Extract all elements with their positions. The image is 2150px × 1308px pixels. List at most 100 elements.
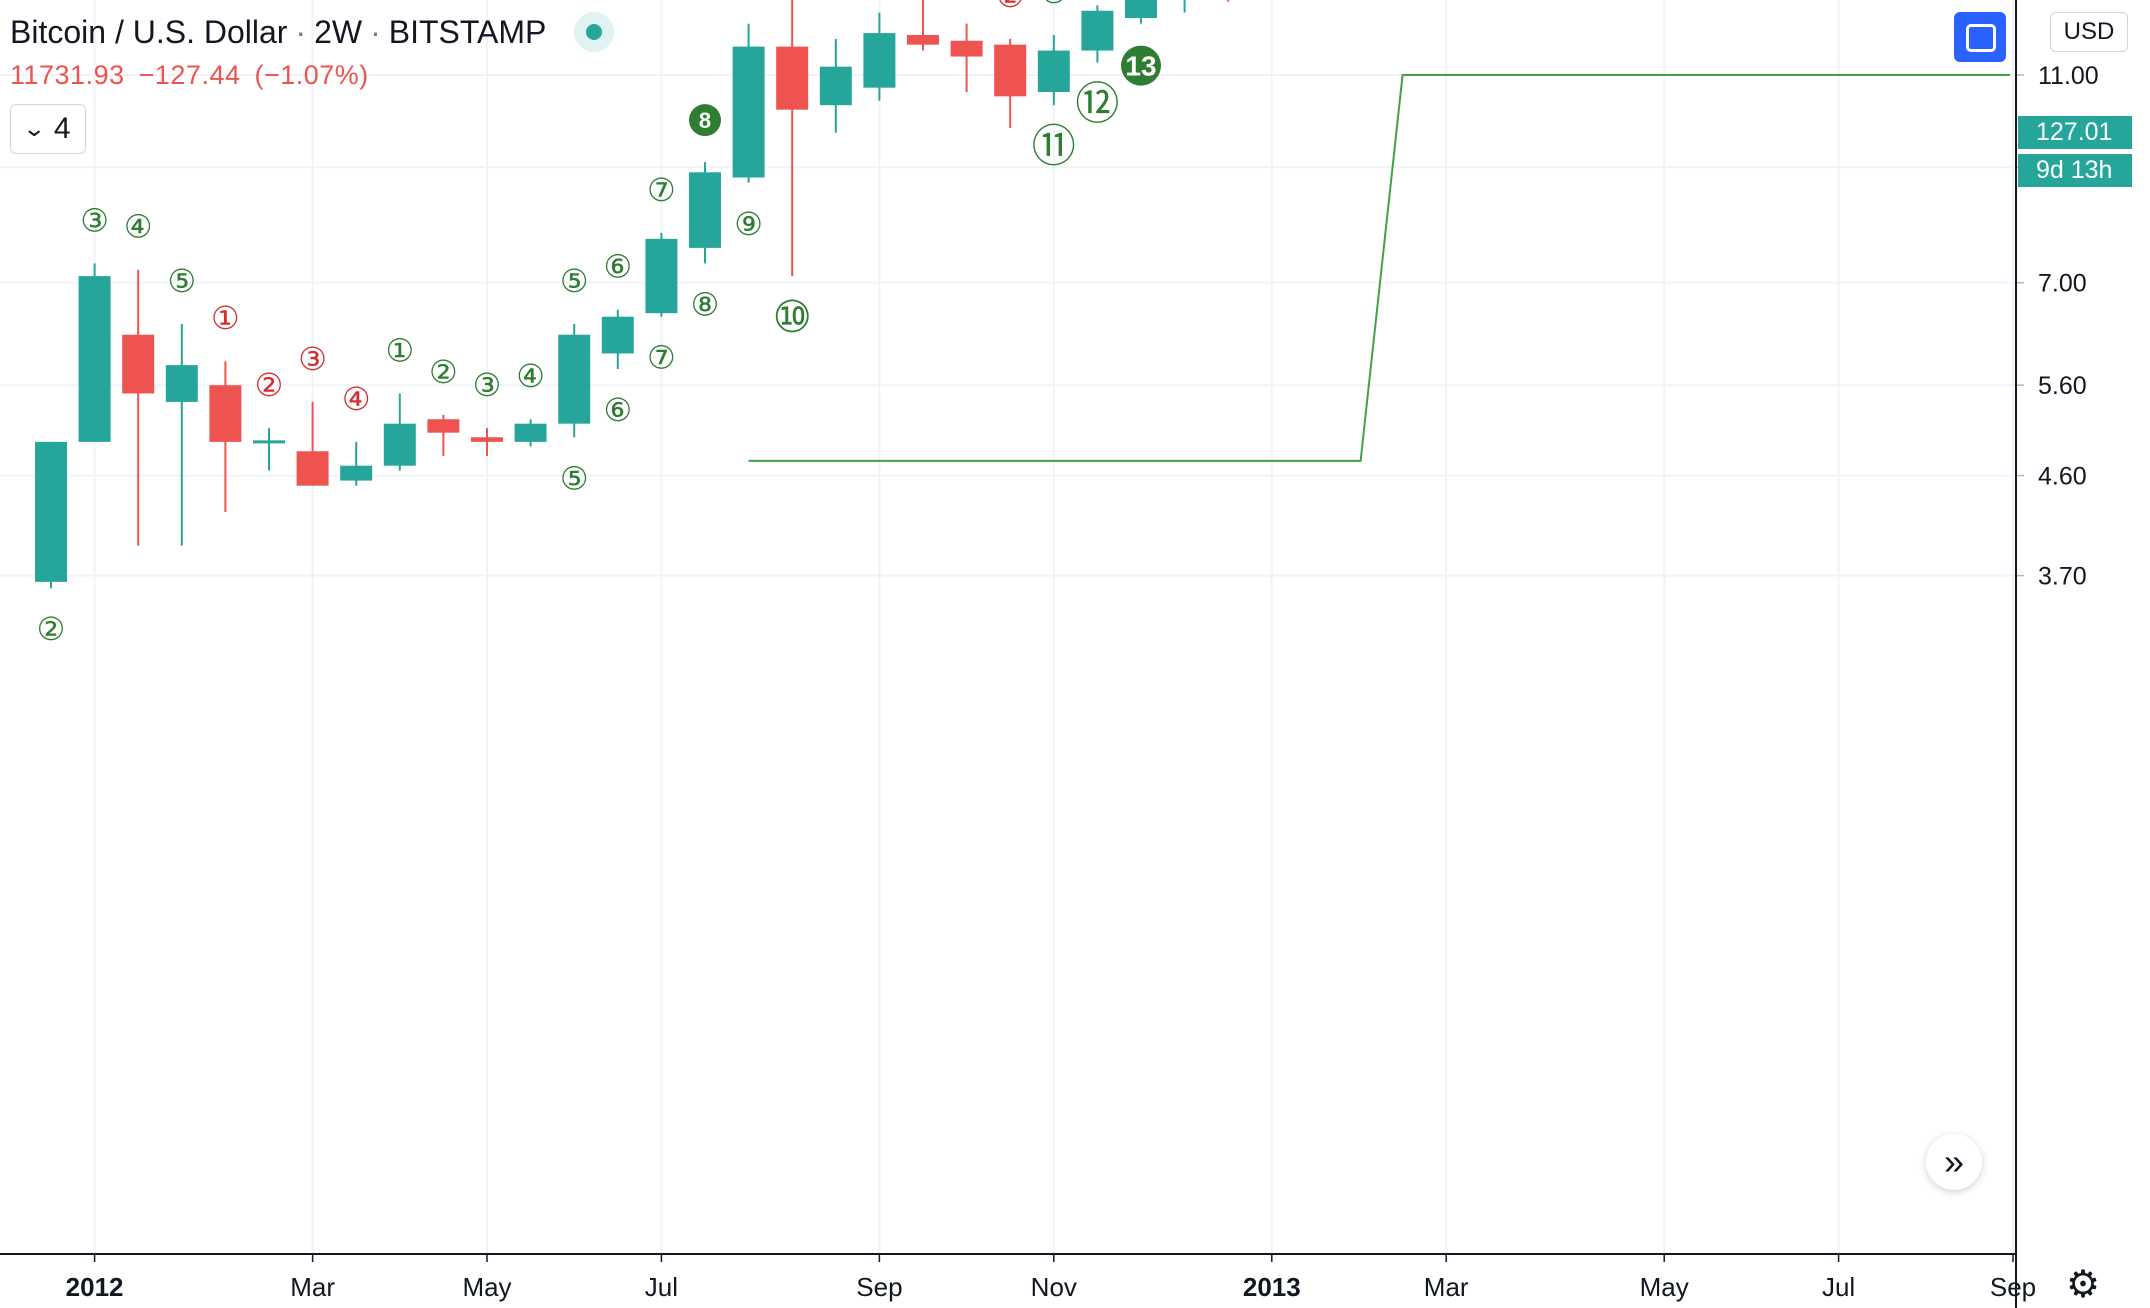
indicator-legend-toggle[interactable]: ⌄ 4 [10,104,86,154]
candle [776,0,809,277]
candle-body [907,34,939,45]
candle-body [645,238,678,314]
sequential-number: ① [385,331,414,369]
candle-body [1081,10,1114,51]
candle-body [340,465,373,481]
candle [863,12,896,101]
sequential-number: ⑤ [167,262,196,300]
last-price-label: 127.01 [2018,116,2132,149]
sequential-number: ② [37,610,66,648]
candle [950,23,983,92]
candle [907,0,939,51]
candle-body [1037,50,1070,92]
sequential-marker [689,104,721,137]
time-tick-label: May [1640,1272,1689,1302]
symbol-header[interactable]: Bitcoin / U.S. Dollar · 2W · BITSTAMP [10,12,615,52]
sequential-label: 8 [689,104,721,137]
sequential-label: ③ [298,340,327,378]
candle-body [863,33,896,88]
sequential-label: ③ [80,201,109,239]
sequential-label: ② [37,610,66,648]
sequential-number: ③ [298,340,327,378]
candle [471,428,503,457]
countdown-label: 9d 13h [2018,154,2132,187]
sequential-label: 13 [1121,45,1161,86]
time-tick-label: 2012 [66,1272,124,1302]
candle [35,441,67,589]
interval: 2W [314,13,363,50]
sequential-label: ① [211,299,240,337]
price-axis: 3.704.605.607.009.0011.0014.0018.0022.00… [2015,0,2099,1308]
separator: · [370,13,381,50]
candle-body [471,437,503,442]
sequential-number: 8 [699,108,711,133]
currency-button[interactable]: USD [2050,12,2128,52]
time-tick-label: Sep [856,1272,902,1302]
sequential-label: ④ [342,380,371,418]
sequential-number: ④ [342,380,371,418]
candle-body [78,276,111,442]
candle [122,269,155,546]
indicator-count: 4 [53,112,71,145]
candle [819,38,852,133]
candle [689,162,721,264]
sequential-label: ③ [473,366,502,404]
candle-body [689,172,721,248]
candle-body [558,334,591,424]
sequential-label: ① [1039,0,1068,11]
market-status-icon[interactable] [574,12,615,52]
candle [78,263,111,442]
symbol-name: Bitcoin / U.S. Dollar [10,13,288,50]
sequential-number: ② [429,353,458,391]
scroll-to-realtime-button[interactable]: » [1926,1134,1982,1190]
sequential-label: ⑧ [691,285,720,323]
sequential-number: ① [1039,0,1068,11]
time-tick-label: Mar [290,1272,335,1302]
sequential-label: ② [996,0,1025,15]
sequential-label: ⑫ [1075,79,1119,130]
candle-body [1125,0,1157,19]
candle [253,428,285,471]
sequential-number: ⑦ [647,339,676,377]
price-tick-label: 5.60 [2038,372,2087,400]
fullscreen-button[interactable] [1954,12,2006,62]
candle-body [383,423,416,466]
candle-body [296,451,329,486]
price-tick-label: 11.00 [2038,62,2099,90]
gear-icon[interactable]: ⚙ [2066,1264,2101,1306]
sequential-marker [1121,45,1161,86]
sequential-number: ⑫ [1075,79,1119,130]
candle-body [514,423,547,442]
sequential-number: ⑥ [603,248,632,286]
sequential-number: ④ [124,208,153,246]
candle [558,323,591,438]
sequential-label: ⑤ [560,262,589,300]
sequential-number: ④ [516,357,545,395]
price-tick-label: 4.60 [2038,463,2087,491]
time-tick-label: Jul [1822,1272,1855,1302]
price-change: −127.44 [138,60,241,90]
sequential-number: ① [211,299,240,337]
candles [35,0,1230,589]
candle [383,393,416,471]
price-info: 11731.93 −127.44 (−1.07%) [10,60,383,91]
sequential-label: ⑩ [772,292,811,343]
candle-body [819,66,852,106]
candle [732,23,765,183]
sequential-number: ⑨ [734,205,763,243]
candle [165,323,198,546]
chart-grid [0,0,2016,1254]
candle-body [122,334,155,394]
sequential-label: ⑨ [734,205,763,243]
sequential-label: ⑤ [560,459,589,497]
chevron-down-icon: ⌄ [22,116,47,141]
time-tick-label: Mar [1424,1272,1469,1302]
candle [994,38,1027,129]
exchange: BITSTAMP [388,13,547,50]
candle-body [165,365,198,402]
sequential-label: ④ [516,357,545,395]
time-tick-label: Jul [645,1272,678,1302]
sequential-label: ⑤ [167,262,196,300]
candle-body [776,46,809,110]
